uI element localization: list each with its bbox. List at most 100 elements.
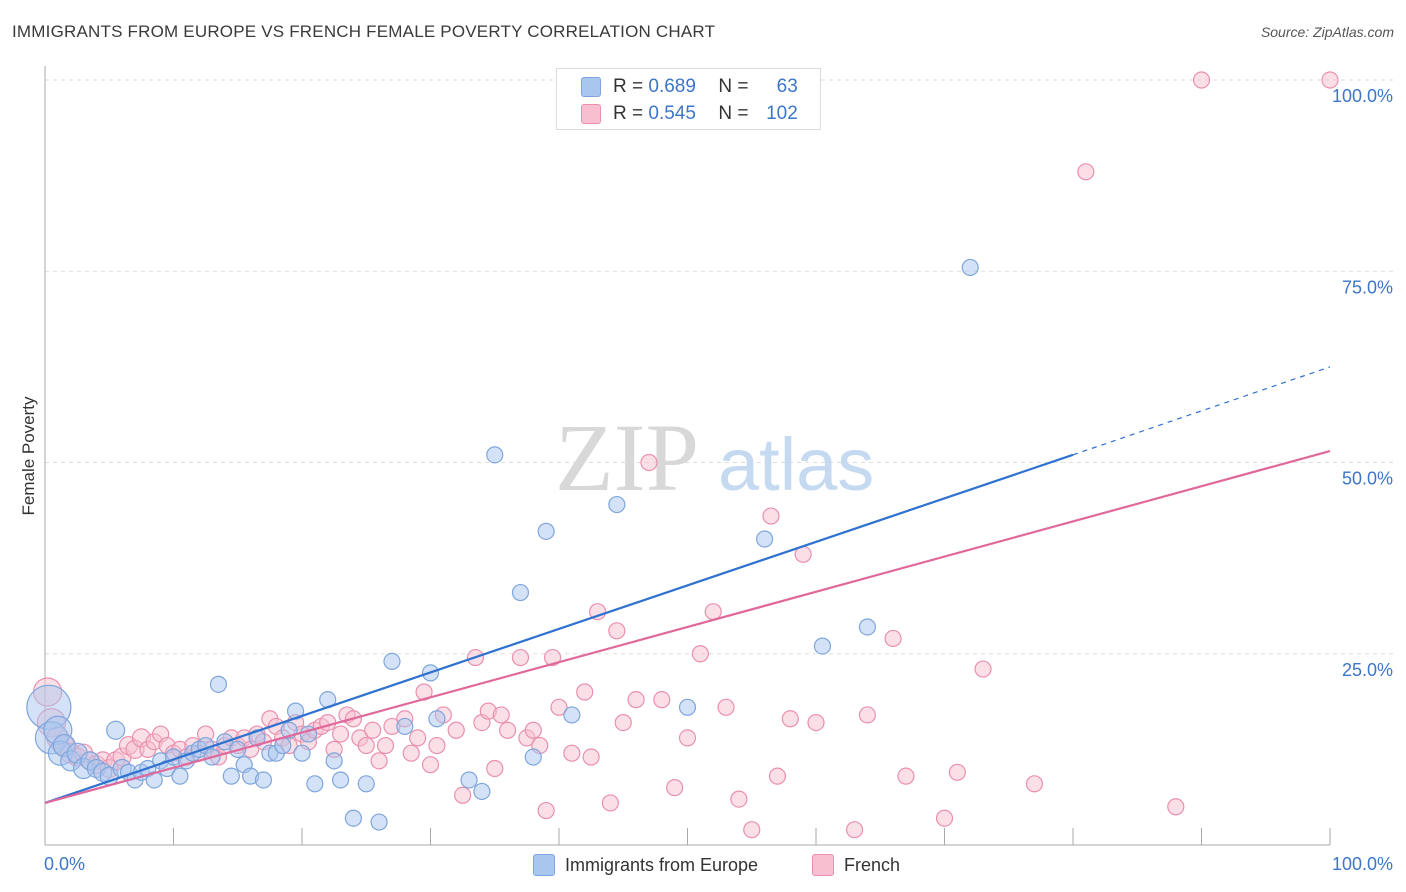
french-point [486, 759, 504, 778]
french-point [974, 660, 992, 678]
bottom-legend-label-europe: Immigrants from Europe [565, 854, 759, 875]
legend: R = 0.689 N = 63 R = 0.545 N = 102 [556, 68, 821, 130]
french-point [537, 801, 555, 820]
french-point [807, 713, 825, 732]
europe-point [331, 771, 350, 789]
europe-point [486, 446, 504, 464]
french-point [582, 748, 600, 766]
bottom-legend-europe: Immigrants from Europe [533, 852, 758, 878]
europe-point [306, 775, 324, 793]
europe-point [537, 522, 555, 540]
europe-point [460, 771, 478, 789]
y-axis-label: Female Poverty [19, 396, 38, 516]
y-tick-label: 75.0% [1342, 277, 1393, 297]
watermark: ZIP atlas [555, 404, 874, 511]
french-point [409, 729, 427, 747]
french-point [1167, 798, 1185, 816]
french-point [858, 706, 877, 724]
y-tick-label: 25.0% [1342, 660, 1393, 680]
europe-point [858, 618, 877, 636]
french-point [492, 706, 510, 724]
french-point [640, 453, 658, 472]
europe-point [254, 771, 273, 789]
french-point [730, 790, 748, 808]
europe-point [357, 775, 375, 793]
french-point [588, 603, 607, 621]
french-point [608, 622, 626, 640]
french-point [331, 725, 350, 743]
french-point [845, 821, 864, 839]
europe-trend-extension [1072, 366, 1331, 456]
europe-trend-line [44, 453, 1074, 804]
french-point [1192, 71, 1211, 89]
legend-swatch-europe [581, 77, 601, 97]
french-point [550, 698, 568, 716]
french-point [743, 821, 761, 839]
french-point [524, 721, 542, 739]
axis-labels: 25.0% 50.0% 75.0% 100.0% 0.0% 100.0% Female Po… [19, 86, 1393, 874]
x-tick-label: 0.0% [44, 854, 85, 874]
french-point [781, 710, 799, 728]
french-point [428, 736, 446, 755]
trend-lines [44, 366, 1331, 804]
europe-point [511, 583, 530, 602]
french-point [447, 721, 465, 739]
french-point [543, 648, 562, 667]
legend-r-value-europe: 0.689 [648, 76, 696, 97]
french-point [627, 691, 645, 709]
legend-row-french: R = 0.545 N = 102 [581, 101, 798, 127]
europe-point [209, 675, 228, 693]
french-point [454, 786, 472, 804]
french-point [357, 736, 375, 755]
legend-swatch-french [581, 104, 601, 124]
legend-row-europe: R = 0.689 N = 63 [581, 74, 798, 100]
legend-n-value-french: 102 [766, 103, 798, 124]
french-point [691, 645, 709, 663]
french-point [421, 756, 440, 774]
europe-point [961, 258, 979, 277]
europe-point [755, 530, 774, 548]
europe-point [473, 782, 491, 801]
french-point [762, 507, 780, 525]
french-point [653, 691, 671, 709]
europe-point [428, 710, 446, 728]
french-point [897, 767, 915, 785]
europe-point [344, 809, 362, 827]
europe-point [813, 637, 832, 655]
europe-point [563, 706, 581, 724]
europe-point [171, 767, 189, 785]
europe-point [106, 720, 126, 740]
french-point [364, 721, 382, 739]
chart-title: IMMIGRANTS FROM EUROPE VS FRENCH FEMALE … [12, 22, 716, 41]
watermark-atlas: atlas [718, 423, 874, 506]
x-tick-label: 100.0% [1332, 854, 1393, 874]
europe-point [608, 495, 626, 514]
legend-r-value-french: 0.545 [648, 103, 696, 124]
legend-r-label: R = [613, 103, 644, 124]
french-point [678, 729, 697, 747]
french-point [614, 713, 632, 732]
europe-point [293, 744, 311, 762]
legend-n-label: N = [718, 103, 749, 124]
bottom-swatch-europe [533, 854, 555, 876]
french-point [884, 629, 902, 648]
french-point [1321, 71, 1339, 89]
europe-point [678, 698, 697, 716]
french-point [376, 736, 395, 755]
french-trend-line [44, 449, 1331, 804]
french-point [935, 809, 954, 827]
french-point [511, 648, 530, 667]
french-point [499, 721, 517, 739]
europe-point [396, 717, 414, 736]
french-point [601, 794, 620, 812]
legend-r-label: R = [613, 76, 644, 97]
watermark-zip: ZIP [555, 404, 699, 511]
french-point [948, 763, 966, 781]
legend-n-label: N = [718, 76, 749, 97]
europe-point [383, 652, 401, 671]
europe-point [325, 752, 343, 770]
bottom-legend-label-french: French [844, 854, 901, 875]
bottom-legend-french: French [812, 852, 900, 878]
grid-lines [45, 79, 1395, 655]
